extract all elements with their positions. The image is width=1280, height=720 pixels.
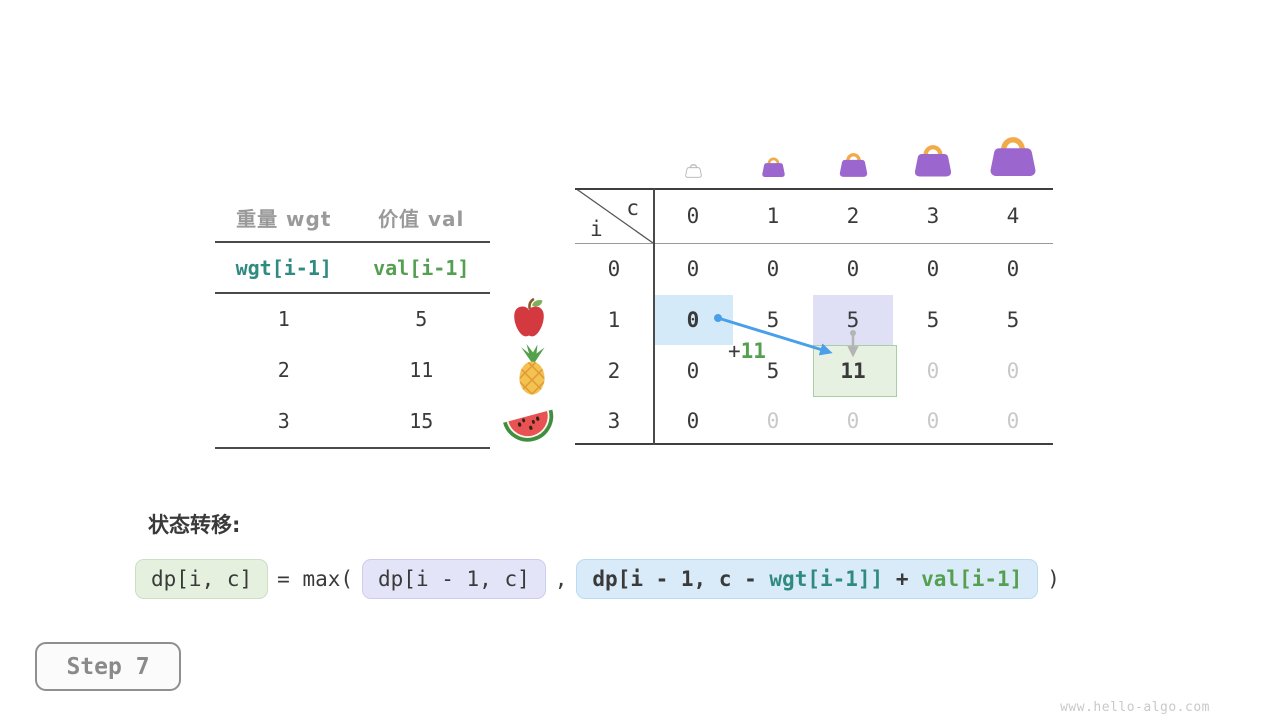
dp-cell: 5 [766, 358, 780, 383]
corner-cell: c i [575, 188, 653, 243]
dp-cell: 0 [846, 409, 860, 433]
arg2-plus: + [883, 567, 922, 591]
dp-cell: 0 [926, 358, 940, 383]
dp-cell: 0 [926, 409, 940, 433]
step-indicator: Step 7 [35, 642, 181, 691]
item-2-value: 11 [409, 358, 434, 382]
dp-cell: 0 [1006, 409, 1020, 433]
bag-empty-icon [653, 162, 733, 178]
table-header-divider [575, 243, 1053, 244]
row-header: 3 [607, 409, 621, 433]
col-variable-label: c [626, 196, 639, 220]
gain-value: 11 [740, 339, 766, 363]
formula-operator: = max( [277, 567, 354, 591]
dp-cell: 0 [686, 307, 700, 332]
items-table: 重量 wgt 价值 val wgt[i-1] val[i-1] 1 5 2 11… [215, 194, 490, 449]
item-row-1: 1 5 [215, 294, 490, 345]
pineapple-icon [519, 344, 545, 395]
dp-cell: 0 [766, 256, 780, 281]
dp-cell: 0 [1006, 256, 1020, 281]
col-header: 3 [926, 203, 940, 228]
bag-xlarge-icon [973, 132, 1053, 178]
formula-lhs: dp[i, c] [135, 559, 269, 599]
watermark: www.hello-algo.com [1060, 700, 1210, 715]
dp-cell: 11 [840, 358, 866, 383]
arg2-dp: dp[i - 1, c - [592, 567, 770, 591]
dp-cell: 0 [686, 358, 700, 383]
dp-cell: 0 [766, 409, 780, 433]
value-gain-annotation: +11 [728, 339, 766, 363]
formula-separator: , [554, 567, 568, 591]
arg2-val: val[i-1] [921, 567, 1023, 591]
col-header: 2 [846, 203, 860, 228]
bag-large-icon [893, 141, 973, 178]
dp-cell: 0 [686, 256, 700, 281]
row-variable-label: i [590, 217, 603, 241]
state-transition-formula: dp[i, c] = max( dp[i - 1, c] , dp[i - 1,… [135, 559, 1060, 599]
formula-close-paren: ) [1047, 567, 1060, 591]
item-row-2: 2 11 [215, 345, 490, 396]
val-code-header: val[i-1] [373, 255, 470, 280]
plus-sign: + [728, 339, 741, 363]
col-header: 0 [686, 203, 700, 228]
dp-cell: 5 [926, 307, 940, 332]
item-3-weight: 3 [277, 409, 290, 433]
divider [215, 446, 490, 449]
dp-cell: 0 [926, 256, 940, 281]
dp-cell: 0 [1006, 358, 1020, 383]
apple-icon [514, 298, 544, 337]
table-top-border [575, 188, 1053, 190]
state-transition-label: 状态转移: [148, 513, 241, 537]
formula-arg2: dp[i - 1, c - wgt[i-1]] + val[i-1] [576, 559, 1039, 599]
watermelon-icon [503, 409, 554, 442]
bag-small-icon [733, 155, 813, 178]
col-header: 4 [1006, 203, 1020, 228]
dp-grid: c i 0 1 2 3 4 0 0 0 0 0 0 1 0 5 5 5 5 2 … [575, 188, 1053, 446]
col-header: 1 [766, 203, 780, 228]
dp-cell: 5 [846, 307, 860, 332]
diagonal-divider [575, 188, 653, 243]
divider [215, 241, 490, 243]
formula-arg1: dp[i - 1, c] [362, 559, 546, 599]
arg2-wgt: wgt[i-1]] [769, 567, 884, 591]
row-header: 0 [607, 256, 621, 281]
dp-cell: 0 [686, 409, 700, 433]
item-row-3: 3 15 [215, 396, 490, 447]
dp-cell: 5 [766, 307, 780, 332]
wgt-code-header: wgt[i-1] [235, 255, 332, 280]
divider [215, 292, 490, 294]
capacity-icons-row [575, 124, 1053, 182]
item-3-value: 15 [409, 409, 434, 433]
dp-table: c i 0 1 2 3 4 0 0 0 0 0 0 1 0 5 5 5 5 2 … [575, 188, 1053, 446]
bag-medium-icon [813, 150, 893, 178]
table-vertical-divider [653, 188, 655, 445]
row-header: 2 [607, 358, 621, 383]
dp-cell: 0 [846, 256, 860, 281]
items-table-code-row: wgt[i-1] val[i-1] [215, 243, 490, 292]
items-table-header-row: 重量 wgt 价值 val [215, 194, 490, 241]
table-bottom-border [575, 443, 1053, 445]
item-1-value: 5 [415, 307, 428, 331]
value-column-header: 价值 val [378, 207, 465, 231]
item-2-weight: 2 [277, 358, 290, 382]
dp-cell: 5 [1006, 307, 1020, 332]
weight-column-header: 重量 wgt [236, 207, 332, 231]
row-header: 1 [607, 307, 621, 332]
item-1-weight: 1 [277, 307, 290, 331]
